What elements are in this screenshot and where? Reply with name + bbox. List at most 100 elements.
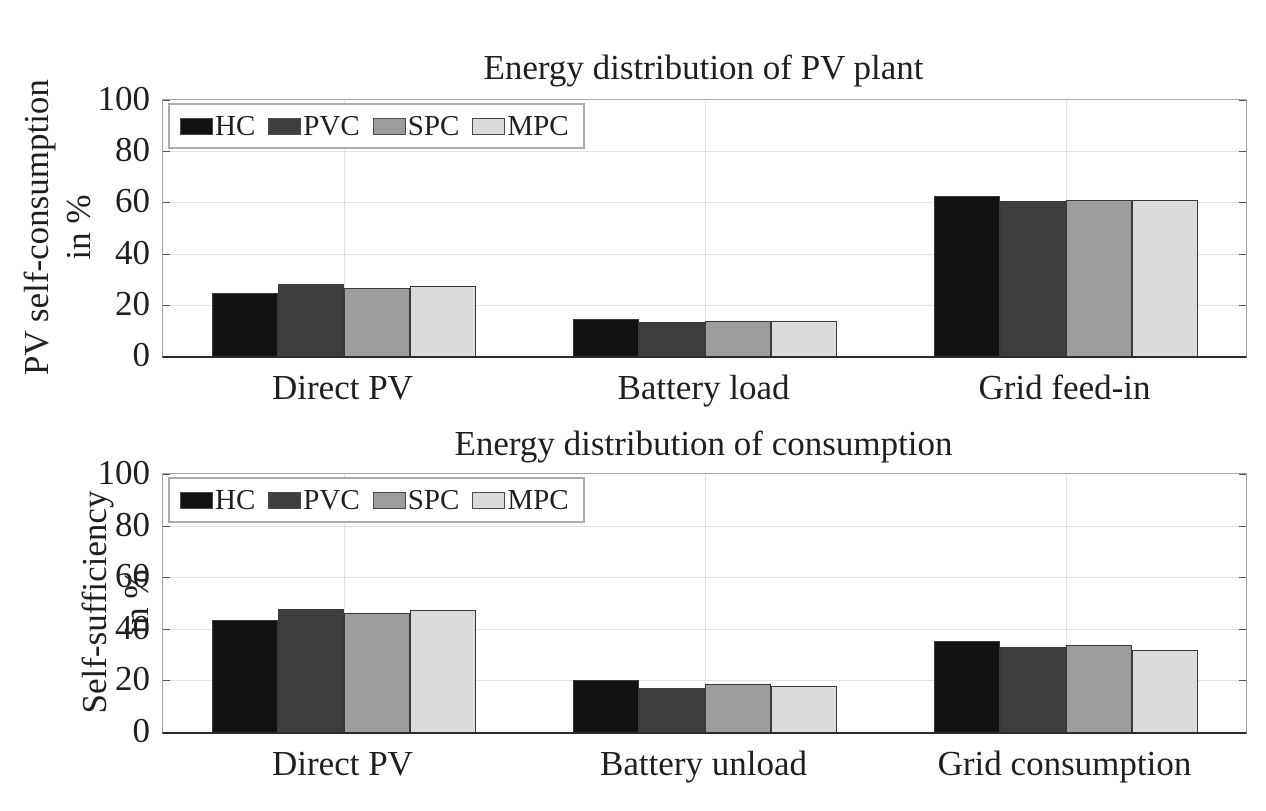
bar-spc-2 [1065,645,1132,732]
legend-item-hc: HC [180,483,268,516]
gridline-vertical [343,100,345,356]
gridline-vertical [343,474,345,732]
legend-item-mpc: MPC [472,109,570,142]
bar-mpc-1 [770,686,837,732]
legend-label: PVC [303,483,360,516]
legend-swatch-mpc [472,117,506,135]
bar-hc-1 [572,679,639,732]
y-axis-label-line2: in % [59,194,98,260]
y-tick-mark-left [163,202,170,204]
x-category-label: Battery unload [599,744,808,783]
y-tick-mark-left [163,628,170,630]
x-category-label: Direct PV [272,368,413,407]
bar-hc-0 [211,293,278,356]
y-tick-label: 60 [115,556,150,596]
x-category-label: Grid feed-in [978,368,1151,407]
legend-label: MPC [507,109,569,142]
bar-hc-2 [933,640,1000,732]
legend-label: HC [215,109,256,142]
bar-pvc-2 [999,201,1066,356]
bar-spc-0 [343,612,410,732]
bar-pvc-0 [277,609,344,732]
legend: HC PVC SPC MPC [168,103,585,149]
legend: HC PVC SPC MPC [168,477,585,523]
gridline-vertical [1065,474,1067,732]
legend-item-pvc: PVC [268,483,372,516]
gridline-vertical [704,474,706,732]
legend-label: SPC [407,483,460,516]
y-axis-label-line1: PV self-consumption [17,79,56,375]
x-category-label: Grid consumption [937,744,1192,783]
legend-swatch-hc [180,491,213,509]
y-tick-mark-left [163,304,170,306]
bar-pvc-1 [638,687,705,732]
y-tick-label: 20 [115,283,150,323]
y-tick-label: 40 [115,607,150,647]
y-tick-mark-left [163,525,170,527]
y-tick-mark-right [1239,304,1246,306]
legend-label: PVC [303,109,360,142]
y-tick-mark-left [163,474,170,475]
bar-hc-1 [572,319,639,356]
legend-item-spc: SPC [372,483,473,516]
y-tick-mark-left [163,577,170,579]
y-tick-mark-right [1239,151,1246,153]
y-tick-mark-left [163,151,170,153]
y-tick-mark-right [1239,628,1246,630]
y-tick-label: 0 [132,711,151,750]
y-tick-label: 60 [115,181,150,221]
x-category-label: Direct PV [272,744,413,783]
bar-pvc-0 [277,284,344,356]
legend-label: MPC [507,483,569,516]
legend-label: SPC [407,109,460,142]
legend-swatch-spc [372,491,406,509]
gridline-vertical [704,100,706,356]
y-tick-label: 80 [115,130,150,170]
bar-hc-0 [211,620,278,732]
bar-spc-1 [704,320,771,356]
bar-spc-2 [1065,199,1132,356]
bar-spc-0 [343,287,410,356]
legend-swatch-mpc [472,491,506,509]
y-tick-mark-right [1239,525,1246,527]
legend-item-pvc: PVC [268,109,372,142]
legend-swatch-pvc [268,117,302,135]
bar-pvc-2 [999,647,1066,732]
y-tick-mark-right [1239,202,1246,204]
y-tick-mark-left [163,680,170,682]
y-tick-mark-right [1239,253,1246,255]
y-tick-mark-right [1239,577,1246,579]
bar-spc-1 [704,684,771,732]
y-axis-label: PV self-consumption in % [16,79,100,375]
y-tick-label: 100 [97,79,151,118]
x-category-label: Battery load [617,368,790,407]
y-tick-mark-left [163,100,170,101]
bar-pvc-1 [638,321,705,356]
y-tick-mark-right [1239,680,1246,682]
bar-mpc-2 [1131,650,1198,732]
legend-item-mpc: MPC [472,483,570,516]
legend-item-spc: SPC [372,109,473,142]
y-tick-label: 80 [115,504,150,544]
bar-hc-2 [933,196,1000,356]
y-tick-label: 20 [115,659,150,699]
chart-title: Energy distribution of PV plant [483,48,924,87]
y-tick-mark-right [1239,474,1246,475]
bar-mpc-1 [770,321,837,356]
y-tick-label: 0 [132,335,151,374]
legend-swatch-hc [180,117,213,135]
y-tick-mark-left [163,253,170,255]
legend-swatch-pvc [268,491,302,509]
bar-mpc-0 [409,610,476,732]
legend-item-hc: HC [180,109,268,142]
plot-area: HC PVC SPC MPC [162,99,1247,358]
y-tick-label: 40 [115,232,150,272]
legend-label: HC [215,483,256,516]
legend-swatch-spc [372,117,406,135]
chart-title: Energy distribution of consumption [454,424,953,463]
plot-area: HC PVC SPC MPC [162,473,1247,734]
y-tick-mark-right [1239,100,1246,101]
bar-mpc-0 [409,286,476,356]
y-tick-label: 100 [97,453,151,492]
